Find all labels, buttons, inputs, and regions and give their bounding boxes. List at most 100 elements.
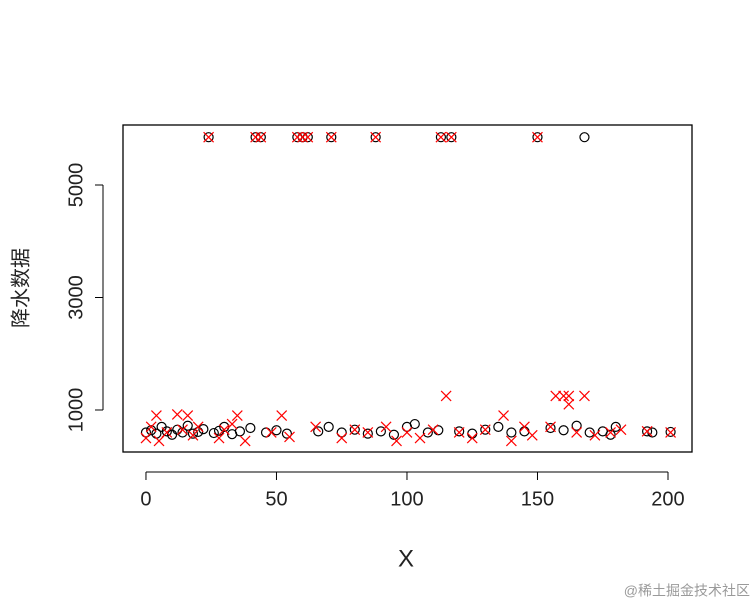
point	[208, 427, 219, 439]
point	[177, 427, 188, 438]
point	[563, 398, 575, 410]
point	[446, 132, 457, 143]
point	[146, 425, 157, 436]
point	[545, 421, 556, 433]
point	[532, 132, 543, 143]
point	[545, 422, 556, 434]
point	[532, 131, 543, 143]
point	[498, 410, 509, 422]
point	[302, 131, 314, 143]
point	[166, 429, 178, 440]
point	[203, 131, 215, 143]
point	[427, 424, 439, 436]
point	[571, 427, 583, 438]
point	[245, 422, 256, 434]
point	[323, 421, 334, 432]
point	[281, 428, 293, 439]
point	[571, 420, 582, 431]
point	[140, 427, 152, 438]
x-axis-label: X	[398, 545, 414, 572]
point	[140, 432, 152, 444]
point	[177, 424, 188, 436]
point	[226, 418, 238, 430]
point	[391, 435, 402, 447]
point	[665, 427, 677, 438]
point	[310, 421, 322, 433]
x-tick-label: 100	[390, 488, 423, 510]
point	[198, 424, 209, 435]
point	[467, 428, 478, 439]
point	[445, 131, 457, 143]
point	[161, 426, 172, 437]
point	[605, 427, 616, 438]
point	[422, 427, 433, 438]
point	[375, 426, 386, 437]
point	[171, 409, 183, 420]
point	[526, 429, 538, 441]
x-tick-label: 200	[651, 488, 684, 510]
x-tick-label: 150	[521, 488, 554, 510]
point	[172, 424, 183, 435]
point	[388, 429, 400, 440]
point	[615, 424, 627, 436]
point	[349, 424, 361, 436]
point	[563, 390, 575, 402]
point	[605, 429, 616, 440]
point	[584, 427, 595, 438]
point	[440, 390, 452, 402]
point	[291, 131, 303, 143]
point	[276, 410, 288, 422]
point	[558, 425, 569, 436]
y-tick-label: 3000	[65, 275, 87, 320]
point	[610, 421, 621, 432]
point	[370, 132, 381, 143]
point	[187, 429, 199, 441]
point	[453, 427, 465, 438]
point	[150, 410, 162, 422]
point	[401, 427, 413, 438]
point	[265, 427, 277, 438]
point	[479, 424, 491, 436]
point	[409, 418, 420, 430]
point	[218, 424, 230, 436]
point	[271, 425, 282, 436]
point	[505, 435, 517, 447]
point	[579, 132, 590, 143]
point	[558, 390, 570, 402]
point	[161, 427, 173, 438]
point	[579, 390, 590, 402]
point	[203, 132, 214, 143]
point	[641, 425, 653, 437]
point	[454, 426, 465, 437]
point	[642, 426, 653, 437]
point	[182, 410, 194, 422]
point	[506, 427, 517, 438]
point	[435, 131, 447, 143]
point	[182, 420, 193, 431]
point	[284, 431, 295, 443]
y-tick-label: 1000	[65, 388, 87, 433]
point	[370, 131, 382, 143]
point	[466, 432, 478, 444]
point	[326, 132, 337, 143]
point	[193, 426, 204, 438]
x-tick-label: 50	[265, 488, 287, 510]
point	[336, 432, 348, 444]
point	[480, 424, 491, 435]
y-axis-label: 降水数据	[9, 248, 32, 328]
point	[349, 424, 360, 435]
point	[665, 426, 676, 438]
point	[362, 427, 374, 438]
point	[187, 428, 199, 439]
y-tick-label: 5000	[65, 163, 87, 208]
point	[380, 421, 392, 433]
point	[336, 427, 347, 438]
point	[145, 421, 157, 433]
point	[414, 432, 426, 444]
watermark: @稀土掘金技术社区	[624, 583, 750, 599]
point	[362, 428, 373, 439]
plot-frame	[122, 124, 693, 453]
point	[250, 131, 262, 143]
point	[255, 131, 267, 143]
